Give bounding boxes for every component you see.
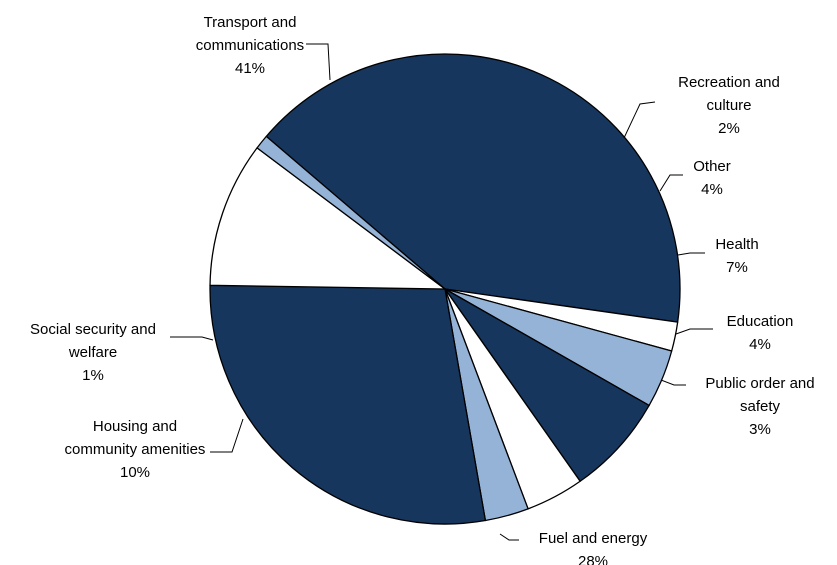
slice-labels: Transport and communications 41% Recreation… <box>30 14 815 565</box>
pie-slices <box>209 53 681 525</box>
pie-slice <box>209 284 487 525</box>
pie-slice <box>256 135 446 290</box>
leader-lines <box>170 43 713 541</box>
slice-name: Housing and <box>93 418 177 435</box>
leader-line <box>210 418 244 453</box>
slice-label: Education 4% <box>727 313 794 353</box>
slice-name: Other <box>693 158 731 175</box>
slice-name: culture <box>706 97 751 114</box>
slice-name: Health <box>715 236 758 253</box>
slice-label: Housing and community amenities 10% <box>65 418 206 481</box>
pie-slice <box>444 288 650 482</box>
slice-label: Fuel and energy 28% <box>539 530 648 565</box>
slice-percent: 2% <box>718 120 740 137</box>
leader-line <box>660 379 686 386</box>
leader-line <box>306 43 331 81</box>
slice-name: Public order and <box>705 375 814 392</box>
slice-name: community amenities <box>65 441 206 458</box>
slice-name: Transport and <box>204 14 297 31</box>
slice-label: Transport and communications 41% <box>196 14 304 77</box>
leader-line <box>170 336 214 341</box>
slice-label: Recreation and culture 2% <box>678 74 780 137</box>
leader-line <box>623 101 656 139</box>
slice-name: Recreation and <box>678 74 780 91</box>
leader-line <box>659 174 683 192</box>
slice-percent: 3% <box>749 421 771 438</box>
slice-label: Health 7% <box>715 236 758 276</box>
pie-slice <box>209 147 446 290</box>
pie-slice <box>265 53 681 323</box>
slice-percent: 41% <box>235 60 265 77</box>
slice-percent: 4% <box>749 336 771 353</box>
slice-name: Social security and <box>30 321 156 338</box>
slice-label: Other 4% <box>693 158 731 198</box>
slice-percent: 28% <box>578 553 608 565</box>
leader-line <box>677 252 705 256</box>
slice-percent: 10% <box>120 464 150 481</box>
leader-line <box>499 533 519 541</box>
slice-name: Fuel and energy <box>539 530 648 547</box>
leader-line <box>675 328 713 335</box>
slice-name: communications <box>196 37 304 54</box>
slice-percent: 1% <box>82 367 104 384</box>
slice-percent: 4% <box>701 181 723 198</box>
slice-name: safety <box>740 398 781 415</box>
slice-name: welfare <box>68 344 117 361</box>
slice-percent: 7% <box>726 259 748 276</box>
slice-label: Social security and welfare 1% <box>30 321 156 384</box>
slice-label: Public order and safety 3% <box>705 375 814 438</box>
slice-name: Education <box>727 313 794 330</box>
